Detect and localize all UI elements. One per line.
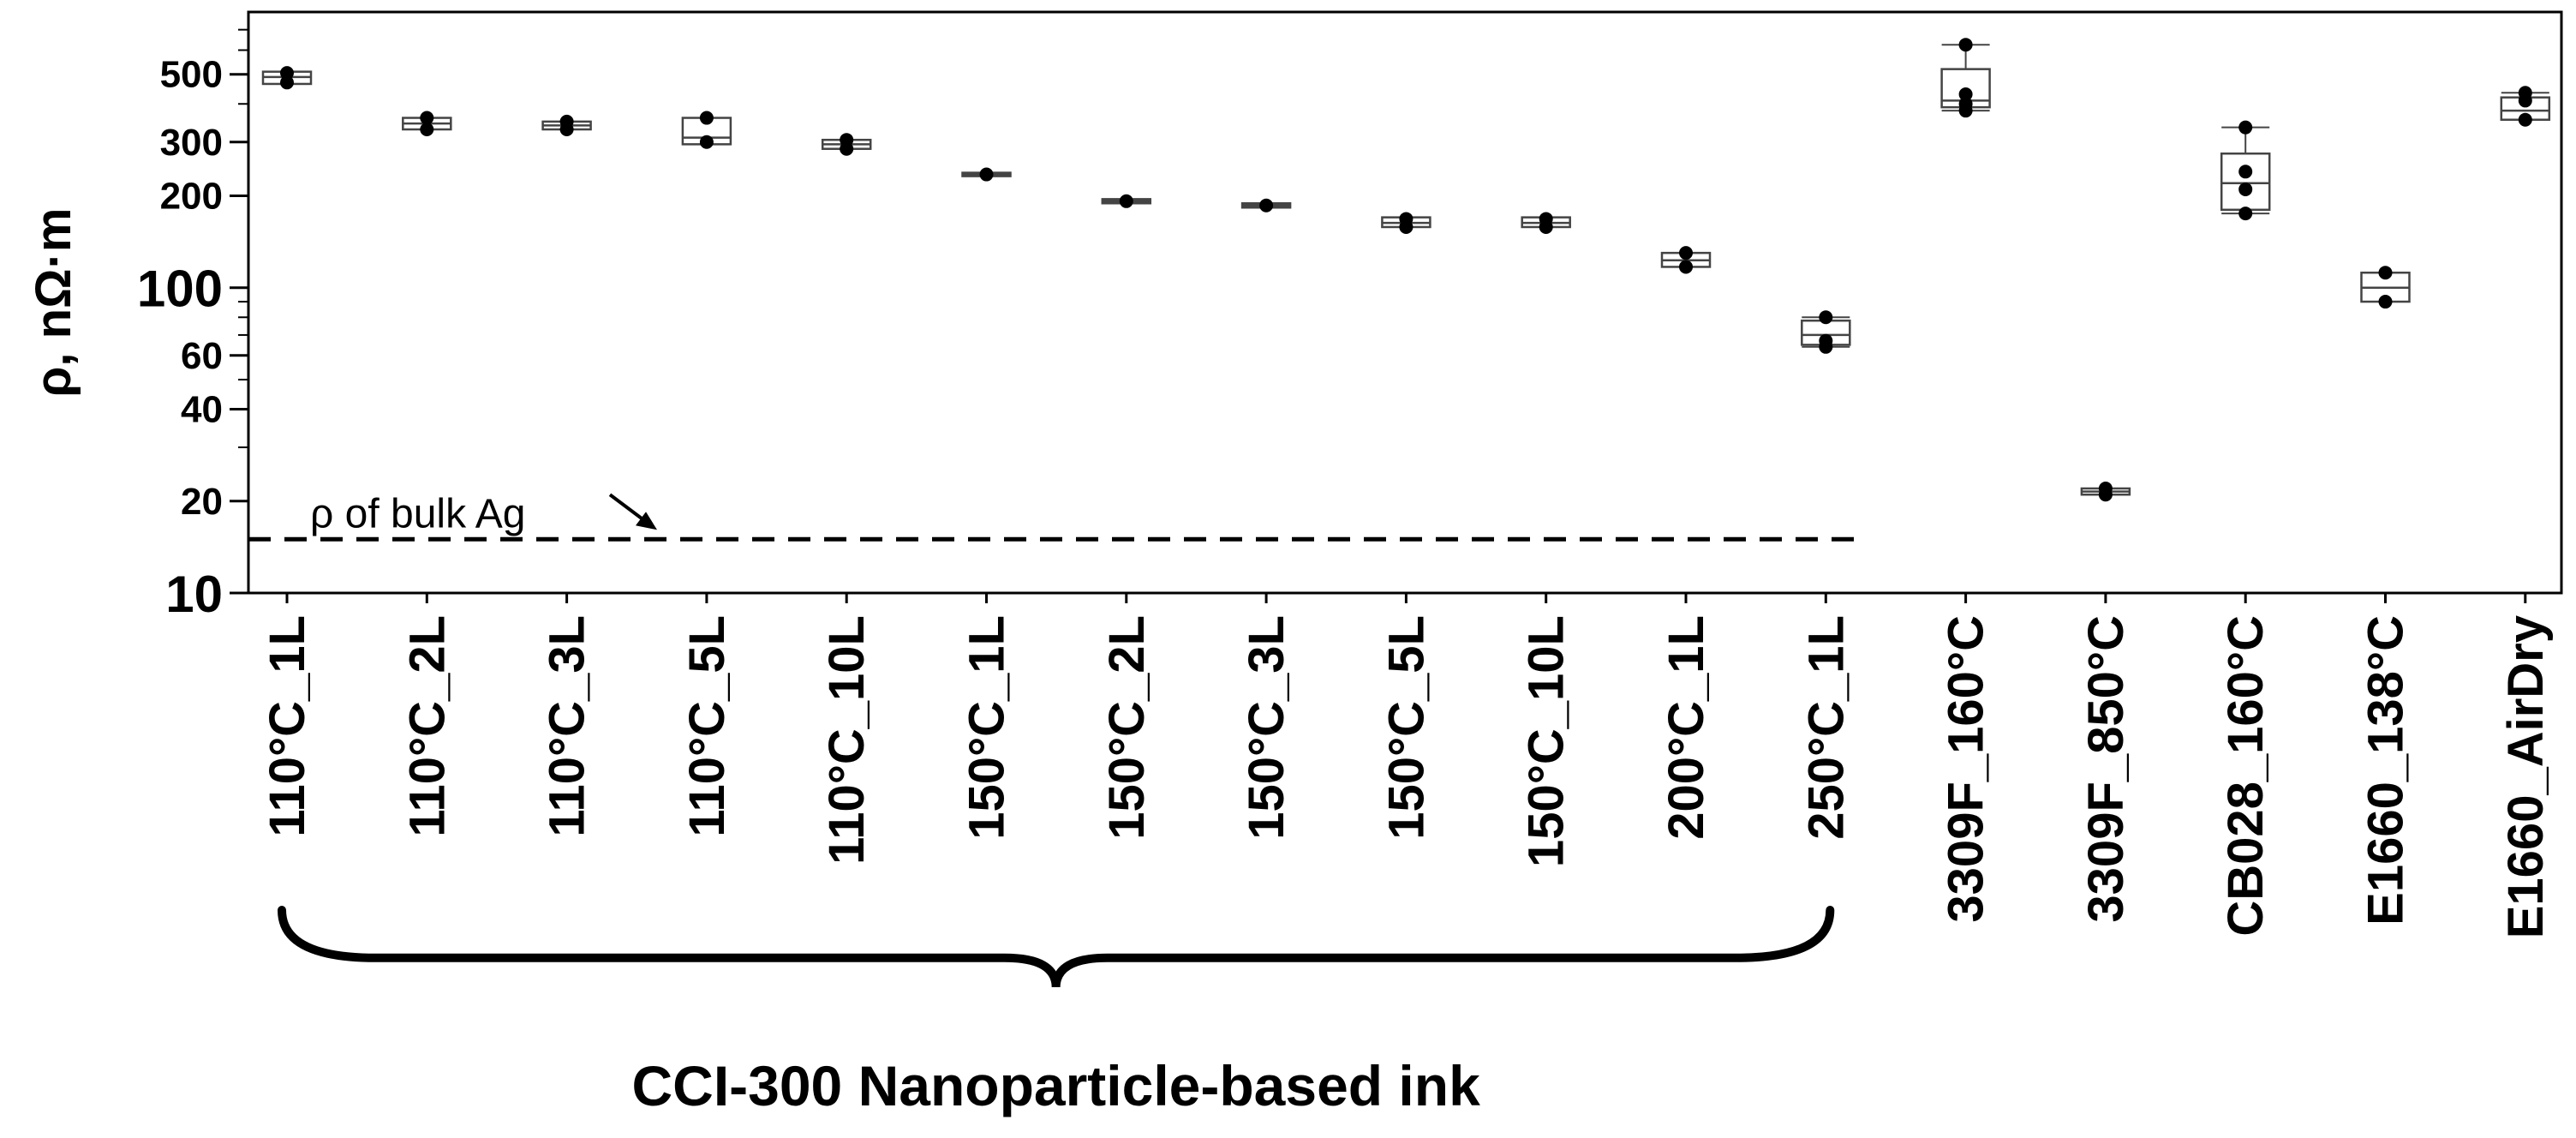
data-point	[1679, 260, 1693, 274]
x-tick-label: E1660_138°C	[2358, 615, 2414, 925]
x-tick-label: 150°C_5L	[1378, 615, 1434, 840]
y-tick-label: 10	[165, 566, 223, 623]
box-3	[681, 111, 732, 149]
data-point	[1958, 87, 1973, 102]
y-tick-label: 500	[160, 54, 223, 96]
data-point	[420, 123, 434, 137]
arrow-head	[636, 512, 657, 530]
data-point	[2518, 86, 2532, 100]
data-point	[2238, 182, 2253, 196]
data-point	[1819, 333, 1833, 348]
data-point	[280, 66, 294, 81]
box-0	[261, 66, 313, 90]
x-tick-label: 150°C_10L	[1519, 615, 1575, 867]
data-point	[420, 111, 434, 125]
x-tick-label: 250°C_1L	[1798, 615, 1854, 840]
data-point	[1958, 38, 1973, 52]
y-tick-label: 40	[181, 389, 223, 431]
x-tick-label: 3309F_850°C	[2078, 615, 2134, 923]
data-point	[559, 114, 574, 129]
box-2	[541, 114, 592, 137]
box-1	[402, 111, 452, 137]
data-point	[1819, 310, 1833, 325]
x-tick-label: CB028_160°C	[2218, 615, 2274, 937]
data-point	[2518, 112, 2532, 127]
data-point	[1259, 198, 1274, 213]
box-9	[1521, 212, 1571, 234]
data-point	[699, 111, 714, 125]
box-14	[2220, 120, 2271, 221]
reference-arrow	[608, 493, 657, 530]
box-4	[821, 133, 872, 156]
data-point	[979, 167, 994, 182]
box-8	[1381, 212, 1431, 234]
group-brace	[278, 906, 1835, 988]
data-point	[1958, 97, 1973, 111]
y-tick-label: 300	[160, 122, 223, 164]
x-tick-label: 150°C_3L	[1239, 615, 1294, 840]
data-point	[2238, 207, 2253, 221]
x-tick-label: 3309F_160°C	[1939, 615, 1994, 923]
data-point	[840, 133, 854, 147]
y-axis: 10 20 40 60 100 200 300 500	[137, 28, 248, 623]
box-7	[1240, 198, 1292, 213]
reference-line-label: ρ of bulk Ag	[310, 491, 525, 536]
box-15	[2360, 266, 2411, 309]
boxes	[261, 38, 2551, 502]
y-tick-label: 100	[137, 261, 223, 318]
data-point	[2378, 295, 2393, 309]
data-point	[1539, 212, 1553, 226]
x-tick-label: 110°C_5L	[679, 615, 735, 837]
data-point	[2238, 120, 2253, 135]
box-6	[1101, 194, 1152, 208]
y-axis-label: ρ, nΩ·m	[26, 208, 81, 398]
box-16	[2500, 86, 2551, 127]
group-brace-label: CCI-300 Nanoparticle-based ink	[632, 1054, 1481, 1117]
x-tick-label: 110°C_1L	[260, 615, 315, 837]
data-point	[699, 135, 714, 149]
data-point	[2098, 482, 2113, 496]
y-tick-label: 200	[160, 175, 223, 217]
data-point	[280, 75, 294, 90]
box-5	[961, 167, 1012, 182]
box-11	[1801, 310, 1851, 354]
x-tick-label: 150°C_2L	[1099, 615, 1155, 840]
x-axis: 110°C_1L 110°C_2L 110°C_3L 110°C_5L 110°C_10…	[260, 593, 2554, 938]
iqr-box	[2220, 152, 2271, 212]
data-point	[2378, 266, 2393, 280]
x-tick-label: 200°C_1L	[1659, 615, 1714, 840]
x-tick-label: 110°C_10L	[819, 615, 875, 865]
x-tick-label: E1660_AirDry	[2498, 615, 2554, 938]
data-point	[1399, 212, 1414, 226]
y-tick-label: 20	[181, 481, 223, 523]
box-13	[2080, 482, 2131, 502]
data-point	[2238, 165, 2253, 179]
box-10	[1660, 246, 1712, 274]
data-point	[1679, 246, 1693, 261]
plot-area-frame	[247, 10, 2563, 595]
x-tick-label: 110°C_2L	[399, 615, 455, 837]
box-12	[1940, 38, 1991, 118]
x-tick-label: 110°C_3L	[540, 615, 595, 837]
data-point	[1119, 194, 1133, 208]
y-tick-label: 60	[181, 335, 223, 377]
x-tick-label: 150°C_1L	[959, 615, 1015, 840]
